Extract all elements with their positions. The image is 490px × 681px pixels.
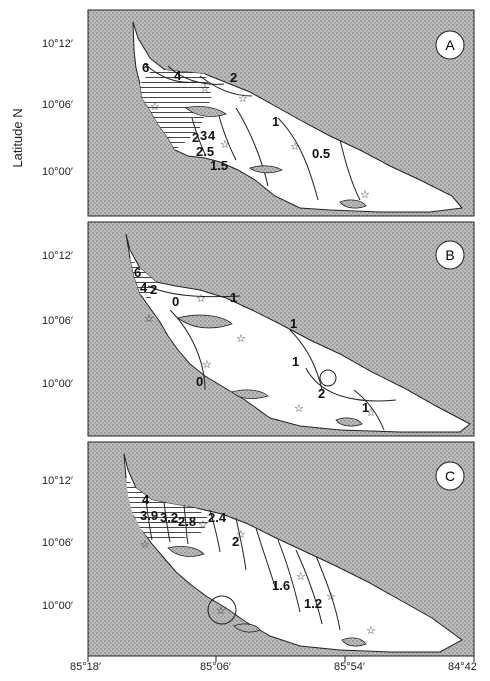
panel-a-label-4: 2 — [192, 130, 199, 145]
panel-b-label-2: 4 — [140, 280, 148, 295]
panel-a-label-3: 2 — [230, 70, 237, 85]
svg-text:☆: ☆ — [150, 101, 160, 113]
panel-c-label-2: 3.9 — [140, 508, 158, 523]
panel-c-label-7: 1.6 — [272, 578, 290, 593]
panel-b-label-6: 1 — [290, 316, 297, 331]
svg-text:☆: ☆ — [236, 529, 246, 541]
svg-text:☆: ☆ — [216, 605, 226, 617]
panel-b-label-5: 1 — [230, 290, 237, 305]
svg-text:☆: ☆ — [294, 403, 304, 415]
svg-text:☆: ☆ — [198, 519, 208, 531]
panel-a-label-8: 1.5 — [210, 158, 228, 173]
panel-c-label-4: 2.8 — [178, 514, 196, 529]
svg-text:☆: ☆ — [202, 359, 212, 371]
panel-c: C 4 3.9 3.2 2.8 2.4 2 1.6 1.2 ☆ ☆ ☆ ☆ ☆ … — [88, 442, 474, 656]
panel-a: A 6 4 2 2 3 4 2.5 1.5 1 0.5 ☆ ☆ ☆ ☆ ☆ ☆ — [88, 10, 474, 216]
panel-c-label-3: 3.2 — [160, 510, 178, 525]
svg-text:☆: ☆ — [236, 333, 246, 345]
panel-b-label-4: 0 — [172, 294, 179, 309]
panel-c-label-5: 2.4 — [208, 510, 227, 525]
svg-text:☆: ☆ — [200, 83, 210, 95]
panel-a-label-1: 6 — [142, 60, 149, 75]
panel-b-label-7: 1 — [292, 354, 299, 369]
panel-c-letter: C — [445, 468, 455, 484]
svg-text:☆: ☆ — [144, 313, 154, 325]
panel-b-letter: B — [445, 247, 454, 263]
panel-c-label-1: 4 — [142, 492, 150, 507]
panel-a-label-10: 0.5 — [312, 146, 330, 161]
panel-a-label-9: 1 — [272, 114, 279, 129]
svg-text:☆: ☆ — [220, 139, 230, 151]
svg-text:☆: ☆ — [366, 625, 376, 637]
panel-a-label-2: 4 — [174, 68, 182, 83]
svg-text:☆: ☆ — [326, 591, 336, 603]
panel-a-label-7: 2.5 — [196, 144, 214, 159]
panel-b-label-3: 2 — [150, 282, 157, 297]
panel-b-label-8: 0 — [196, 374, 203, 389]
svg-text:☆: ☆ — [360, 189, 370, 201]
panel-a-letter: A — [445, 37, 455, 53]
panel-b: B 6 4 2 0 1 1 1 0 2 1 ☆ ☆ ☆ ☆ ☆ ☆ — [88, 222, 474, 436]
svg-text:☆: ☆ — [290, 141, 300, 153]
panel-a-label-5: 3 — [200, 128, 207, 143]
svg-text:☆: ☆ — [366, 407, 376, 419]
panel-b-label-1: 6 — [134, 265, 141, 280]
panel-b-label-9: 2 — [318, 386, 325, 401]
lon-tick-marks — [88, 656, 474, 662]
panel-a-label-6: 4 — [208, 128, 216, 143]
svg-text:☆: ☆ — [196, 293, 206, 305]
svg-text:☆: ☆ — [238, 93, 248, 105]
svg-text:☆: ☆ — [140, 539, 150, 551]
panel-c-label-8: 1.2 — [304, 596, 322, 611]
svg-text:☆: ☆ — [296, 571, 306, 583]
